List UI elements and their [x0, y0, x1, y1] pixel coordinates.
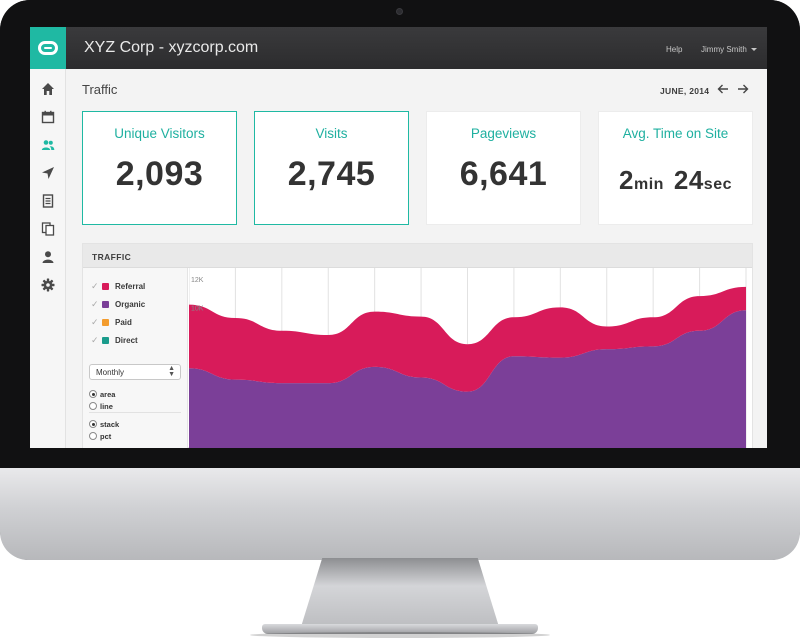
stat-label: Avg. Time on Site: [622, 126, 729, 141]
stat-card-unique-visitors[interactable]: Unique Visitors 2,093: [82, 111, 237, 225]
prev-month-button[interactable]: [716, 82, 730, 96]
sidebar-item-copy[interactable]: [38, 219, 58, 239]
traffic-panel: TRAFFIC ✓ Referral ✓ Organic ✓ Paid: [82, 243, 753, 448]
user-menu-button[interactable]: Jimmy Smith: [701, 45, 758, 54]
stat-value: 2min 24sec: [599, 159, 752, 198]
minutes-unit: min: [633, 176, 664, 193]
sidebar-item-settings[interactable]: [38, 275, 58, 295]
radio-button[interactable]: [89, 402, 97, 410]
app-title: XYZ Corp - xyzcorp.com: [84, 39, 259, 56]
sidebar-item-calendar[interactable]: [38, 107, 58, 127]
stat-label: Unique Visitors: [114, 126, 205, 141]
check-icon: ✓: [91, 298, 99, 309]
page-title: Traffic: [82, 82, 118, 97]
user-icon: [42, 251, 54, 263]
calendar-icon: [41, 110, 55, 124]
users-icon: [41, 140, 55, 150]
caret-down-icon: [751, 48, 758, 52]
radio-line[interactable]: line: [89, 401, 113, 411]
radio-button[interactable]: [89, 390, 97, 398]
seconds-unit: sec: [703, 176, 732, 193]
minutes-value: 2: [619, 165, 634, 195]
location-arrow-icon: [42, 167, 54, 179]
monitor-stand: [300, 558, 500, 628]
sidebar-item-users[interactable]: [38, 135, 58, 155]
area-organic: [189, 310, 746, 448]
sidebar-item-home[interactable]: [38, 79, 58, 99]
legend-item-direct[interactable]: ✓ Direct: [91, 334, 138, 346]
sidebar-item-document[interactable]: [38, 191, 58, 211]
stat-card-visits[interactable]: Visits 2,745: [254, 111, 409, 225]
gear-icon: [41, 278, 55, 292]
stat-label: Visits: [315, 126, 348, 141]
legend-label: Organic: [115, 299, 146, 309]
brand-logo-button[interactable]: [30, 27, 66, 69]
radio-label: area: [100, 389, 116, 399]
panel-header: TRAFFIC: [83, 244, 752, 268]
legend-item-referral[interactable]: ✓ Referral: [91, 280, 145, 292]
sidebar: [30, 69, 66, 448]
legend-item-organic[interactable]: ✓ Organic: [91, 298, 145, 310]
panel-title: TRAFFIC: [92, 252, 132, 262]
webcam: [396, 8, 403, 15]
radio-area[interactable]: area: [89, 389, 115, 399]
legend-label: Paid: [115, 317, 132, 327]
stat-card-pageviews[interactable]: Pageviews 6,641: [426, 111, 581, 225]
stat-value: 2,745: [287, 155, 376, 193]
select-arrows-icon: ▲ ▼: [168, 365, 175, 378]
stat-value: 2,093: [115, 155, 204, 193]
legend-item-paid[interactable]: ✓ Paid: [91, 316, 132, 328]
stand-shadow: [250, 632, 550, 638]
chart-legend: ✓ Referral ✓ Organic ✓ Paid ✓ Di: [83, 268, 188, 448]
radio-pct[interactable]: pct: [89, 431, 111, 441]
legend-swatch: [102, 282, 109, 290]
interval-select[interactable]: Monthly ▲ ▼: [89, 364, 181, 380]
date-label: JUNE, 2014: [660, 86, 710, 96]
main-content: Traffic JUNE, 2014 Unique Visitors 2,093…: [66, 69, 767, 448]
home-icon: [42, 83, 54, 95]
legend-label: Referral: [115, 281, 146, 291]
radio-label: pct: [100, 431, 112, 441]
stat-label: Pageviews: [470, 126, 537, 141]
check-icon: ✓: [91, 280, 99, 291]
top-navbar: XYZ Corp - xyzcorp.com Help Jimmy Smith: [30, 27, 767, 69]
sidebar-item-user[interactable]: [38, 247, 58, 267]
traffic-chart-svg: 12K 10K: [189, 268, 747, 448]
stat-value: 6,641: [459, 155, 548, 193]
monitor-chin: [0, 468, 800, 560]
y-tick-label: 10K: [191, 305, 204, 312]
radio-button[interactable]: [89, 432, 97, 440]
document-icon: [42, 194, 54, 208]
legend-swatch: [102, 336, 109, 344]
y-tick-label: 12K: [191, 277, 204, 284]
screen: XYZ Corp - xyzcorp.com Help Jimmy Smith: [30, 27, 767, 448]
help-link[interactable]: Help: [666, 45, 683, 54]
check-icon: ✓: [91, 316, 99, 327]
traffic-chart: 12K 10K: [189, 268, 752, 448]
copy-icon: [41, 222, 55, 236]
monitor-stand-base: [262, 624, 538, 634]
sidebar-item-navigation[interactable]: [38, 163, 58, 183]
area-referral: [189, 286, 746, 392]
stat-card-avg-time[interactable]: Avg. Time on Site 2min 24sec: [598, 111, 753, 225]
legend-label: Direct: [115, 335, 138, 345]
radio-label: line: [100, 401, 113, 411]
radio-label: stack: [100, 419, 120, 429]
legend-swatch: [102, 300, 109, 308]
radio-divider: [89, 412, 181, 413]
arrow-right-icon: [738, 84, 749, 94]
arrow-left-icon: [717, 84, 728, 94]
user-name: Jimmy Smith: [701, 45, 747, 54]
next-month-button[interactable]: [736, 82, 750, 96]
seconds-value: 24: [673, 165, 704, 195]
check-icon: ✓: [91, 334, 99, 345]
brand-logo-icon: [38, 41, 58, 55]
radio-button[interactable]: [89, 420, 97, 428]
radio-stack[interactable]: stack: [89, 419, 119, 429]
interval-select-value: Monthly: [96, 368, 125, 377]
legend-swatch: [102, 318, 109, 326]
